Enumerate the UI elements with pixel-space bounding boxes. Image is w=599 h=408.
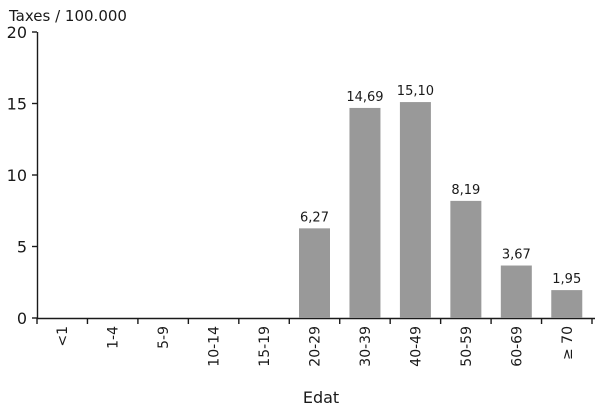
y-tick-label: 5 [17, 238, 27, 257]
x-tick-label: ≥ 70 [560, 326, 576, 360]
x-axis-label: Edat [303, 388, 339, 407]
x-tick-label: 1-4 [106, 326, 122, 349]
y-axis-label: Taxes / 100.000 [8, 7, 127, 25]
x-ticks: <1 1-4 5-9 10-14 15-19 20-29 30-39 40-49 50-59 60… [36, 318, 593, 367]
data-label: 6,27 [300, 210, 329, 225]
x-tick-label: <1 [55, 326, 71, 347]
x-tick-label: 15-19 [257, 326, 273, 367]
data-label: 1,95 [552, 272, 581, 287]
y-tick-label: 10 [7, 166, 27, 185]
y-tick-label: 20 [7, 23, 27, 42]
y-ticks: 0 5 10 15 20 [7, 23, 37, 328]
data-label: 15,10 [397, 84, 434, 99]
bar [551, 290, 583, 318]
bar [349, 107, 381, 318]
bar [500, 265, 532, 318]
data-label: 8,19 [451, 183, 480, 198]
bar [399, 102, 431, 318]
y-tick-label: 15 [7, 95, 27, 114]
data-label: 14,69 [346, 90, 383, 105]
x-tick-label: 40-49 [408, 326, 424, 367]
bars [299, 102, 583, 318]
x-tick-label: 30-39 [358, 326, 374, 367]
x-tick-label: 10-14 [207, 326, 223, 367]
x-tick-label: 50-59 [459, 326, 475, 367]
x-tick-label: 60-69 [509, 326, 525, 367]
data-label: 3,67 [502, 248, 531, 263]
bar [450, 200, 482, 318]
y-tick-label: 0 [17, 309, 27, 328]
bar [299, 228, 330, 318]
data-labels: 6,27 14,69 15,10 8,19 3,67 1,95 [300, 84, 581, 287]
x-tick-label: 20-29 [308, 326, 324, 367]
x-tick-label: 5-9 [156, 326, 172, 349]
axes [36, 32, 595, 320]
